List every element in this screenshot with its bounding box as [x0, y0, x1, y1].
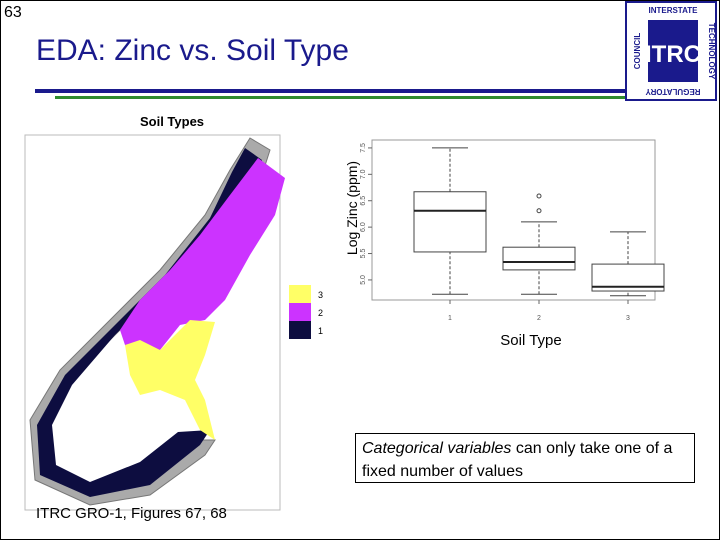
- logo-text: REGULATORY: [645, 87, 701, 96]
- soil-map: Soil Types: [24, 114, 285, 511]
- legend-label: 2: [318, 308, 323, 318]
- caption-text: can only take one of a fixed number of v…: [362, 440, 673, 480]
- outlier: [536, 193, 542, 199]
- logo-text: TECHNOLOGY: [707, 23, 716, 80]
- box: [502, 246, 576, 271]
- legend-swatch: [289, 285, 311, 303]
- legend-label: 3: [318, 290, 323, 300]
- legend-swatch: [289, 321, 311, 339]
- y-tick-label: 5.5: [360, 249, 367, 259]
- y-tick-label: 7.0: [360, 169, 367, 179]
- plot-frame: [371, 139, 656, 301]
- x-tick-label: 2: [537, 315, 541, 322]
- caption: Categorical variables can only take one …: [355, 433, 695, 483]
- title-rule: [55, 96, 625, 99]
- legend-swatch: [289, 303, 311, 321]
- logo-text: COUNCIL: [633, 33, 642, 70]
- source-note: ITRC GRO-1, Figures 67, 68: [36, 505, 227, 522]
- caption-emphasis: Categorical variables: [362, 440, 512, 457]
- map-legend: 3 2 1: [289, 285, 323, 339]
- box: [413, 191, 487, 253]
- map-zone: [125, 320, 215, 440]
- slide-title: EDA: Zinc vs. Soil Type: [36, 34, 349, 67]
- x-tick-label: 3: [626, 315, 630, 322]
- map-zone: [120, 158, 285, 360]
- y-tick-label: 5.0: [360, 275, 367, 285]
- y-tick-label: 6.5: [360, 196, 367, 206]
- map-title: Soil Types: [140, 114, 204, 129]
- x-axis-label: Soil Type: [500, 332, 561, 349]
- map-frame: [24, 134, 281, 511]
- y-tick-label: 6.0: [360, 222, 367, 232]
- logo-mark: ITRC: [645, 41, 701, 68]
- slide-number: 63: [4, 4, 22, 21]
- legend-label: 1: [318, 326, 323, 336]
- y-axis-label: Log Zinc (ppm): [344, 161, 360, 255]
- boxplot: Log Zinc (ppm) Soil Type 5.0 5.5 6.0 6.5 7.0…: [344, 139, 665, 349]
- x-tick-label: 1: [448, 315, 452, 322]
- logo: ITRC INTERSTATE REGULATORY TECHNOLOGY CO…: [625, 1, 717, 101]
- y-tick-label: 7.5: [360, 143, 367, 153]
- logo-text: INTERSTATE: [648, 6, 698, 15]
- title-rule: [35, 89, 625, 93]
- outlier: [536, 208, 542, 214]
